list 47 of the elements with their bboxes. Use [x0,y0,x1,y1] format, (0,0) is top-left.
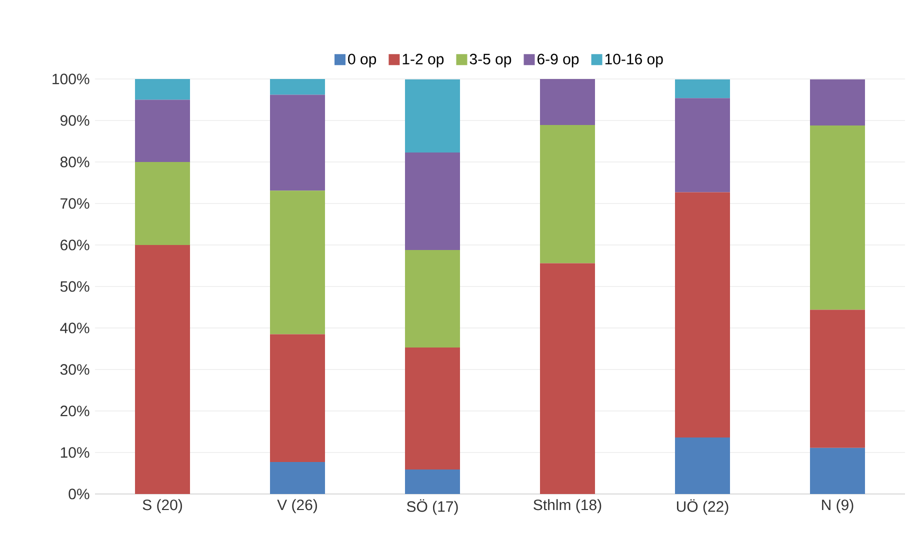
bar [405,79,460,152]
bar [405,470,460,494]
bar [270,462,326,494]
bar [810,310,865,448]
x-tick-label: S (20) [142,499,182,514]
bar [135,244,190,494]
legend-label: 10-16 op [605,54,663,68]
bar [675,438,730,494]
bar [675,79,730,98]
bar [405,347,460,470]
bar [135,78,190,100]
bar [810,79,865,126]
legend-label: 1-2 op [402,54,444,68]
bar [270,334,326,462]
x-tick-label: V (26) [277,499,317,514]
legend-label: 0 op [348,54,376,68]
y-tick-label: 50% [60,281,90,292]
bar [540,263,595,494]
bar [540,125,595,264]
bar [135,162,190,245]
y-tick-label: 10% [60,447,90,458]
bar [810,125,865,310]
bar [810,448,865,494]
bar [405,250,460,348]
y-tick-label: 40% [60,322,90,334]
bar [540,78,595,126]
y-tick-label: 60% [60,240,90,250]
bar [405,152,460,250]
bar [135,100,190,162]
y-tick-label: 90% [60,115,90,126]
legend-label: 6-9 op [538,54,579,68]
y-tick-label: 30% [60,364,90,375]
y-tick-label: 70% [60,198,90,209]
x-tick-label: Sthlm (18) [534,499,602,514]
x-tick-label: N (9) [822,499,854,514]
bar [675,192,730,438]
y-tick-label: 80% [60,156,90,168]
bar [270,190,326,334]
y-tick-label: 20% [60,406,90,416]
y-tick-label: 0% [68,488,90,500]
legend-label: 3-5 op [470,54,512,68]
x-tick-label: UÖ (22) [676,499,728,515]
y-tick-label: 100% [52,74,90,84]
bar [675,98,730,192]
bar [270,94,326,191]
x-tick-label: SÖ (17) [406,499,458,515]
bar [270,78,326,95]
